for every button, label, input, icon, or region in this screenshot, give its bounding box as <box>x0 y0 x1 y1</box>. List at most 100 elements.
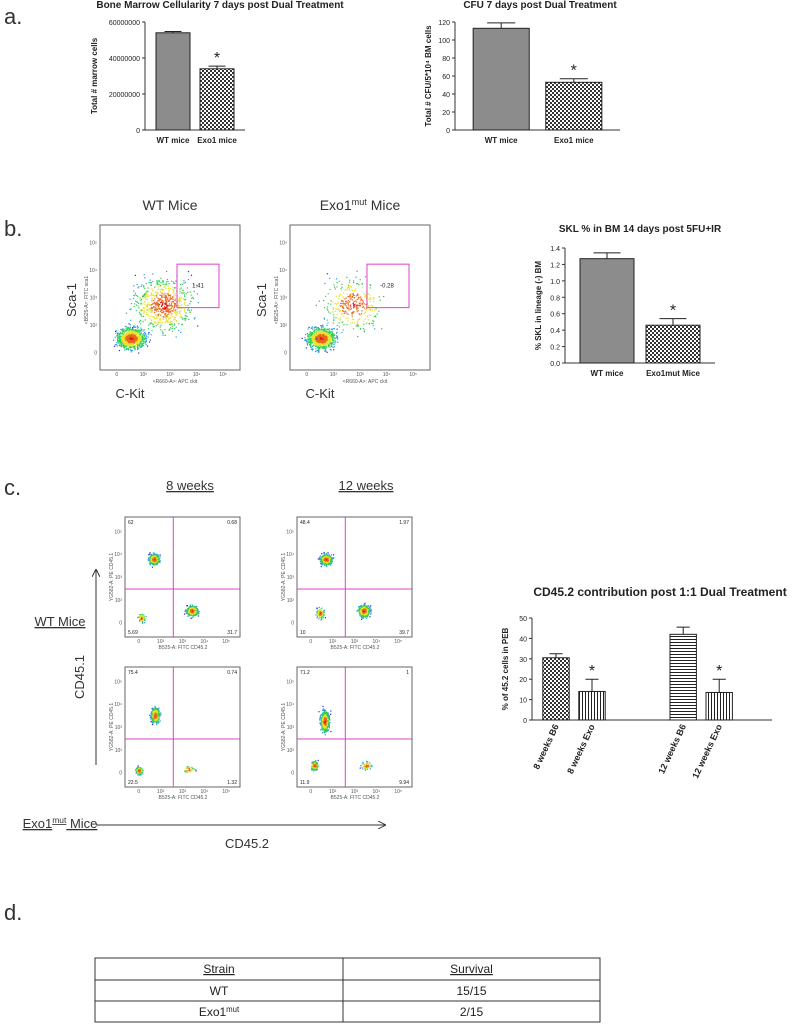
event-dot <box>140 332 142 334</box>
event-dot <box>167 294 169 296</box>
event-dot <box>337 302 339 305</box>
event-dot <box>333 554 335 556</box>
event-dot <box>170 323 172 325</box>
event-dot <box>171 316 173 318</box>
event-dot <box>145 344 147 346</box>
event-dot <box>173 328 176 330</box>
event-dot <box>367 615 369 617</box>
event-dot <box>133 330 135 333</box>
event-dot <box>364 608 366 610</box>
event-dot <box>164 293 166 295</box>
event-dot <box>338 298 340 300</box>
event-dot <box>129 324 131 326</box>
event-dot <box>318 349 320 352</box>
y-tick-label: 10⁴ <box>279 268 287 274</box>
event-dot <box>192 607 194 610</box>
event-dot <box>150 304 152 306</box>
event-dot <box>363 320 365 322</box>
event-dot <box>162 311 164 313</box>
event-dot <box>359 615 361 617</box>
event-dot <box>121 340 123 342</box>
event-dot <box>357 307 359 309</box>
event-dot <box>118 334 120 336</box>
chart-title: SKL % in BM 14 days post 5FU+IR <box>559 224 722 235</box>
event-dot <box>313 327 315 329</box>
event-dot <box>135 342 137 344</box>
event-dot <box>330 557 333 559</box>
event-dot <box>319 331 321 333</box>
event-dot <box>137 338 140 340</box>
event-dot <box>347 287 349 289</box>
event-dot <box>131 340 133 343</box>
event-dot <box>152 316 154 318</box>
event-dot <box>327 552 329 554</box>
event-dot <box>369 608 371 610</box>
event-dot <box>330 339 332 341</box>
event-dot <box>153 303 155 305</box>
event-dot <box>330 560 332 562</box>
event-dot <box>151 294 154 296</box>
panel-label: b. <box>4 216 22 241</box>
event-dot <box>326 328 328 330</box>
event-dot <box>183 292 185 294</box>
event-dot <box>381 328 383 330</box>
event-dot <box>321 339 323 341</box>
y-tick-label: 10⁴ <box>114 552 122 558</box>
event-dot <box>168 294 171 297</box>
event-dot <box>305 339 307 342</box>
event-dot <box>370 296 372 299</box>
event-dot <box>363 292 365 295</box>
event-dot <box>131 346 133 349</box>
event-dot <box>142 321 144 323</box>
event-dot <box>314 340 317 342</box>
event-dot <box>146 309 148 311</box>
event-dot <box>129 344 131 346</box>
event-dot <box>363 331 365 333</box>
event-dot <box>127 348 130 350</box>
event-dot <box>163 287 165 289</box>
event-dot <box>178 306 180 308</box>
y-tick-label: 20 <box>519 677 527 684</box>
event-dot <box>357 296 360 298</box>
event-dot <box>327 346 329 348</box>
event-dot <box>154 298 156 300</box>
event-dot <box>128 323 130 325</box>
event-dot <box>136 326 138 328</box>
event-dot <box>133 338 135 341</box>
event-dot <box>365 616 367 618</box>
event-dot <box>321 558 323 561</box>
event-dot <box>375 308 377 310</box>
event-dot <box>142 337 144 339</box>
event-dot <box>173 281 175 283</box>
x-tick-label: Exo1 mice <box>554 136 594 145</box>
gate <box>176 263 220 309</box>
event-dot <box>324 556 326 558</box>
x-tick-label: 8 weeks Exo <box>565 722 597 775</box>
event-dot <box>323 561 325 564</box>
event-dot <box>310 344 312 346</box>
event-dot <box>197 325 199 327</box>
event-dot <box>370 314 372 316</box>
event-dot <box>150 554 152 556</box>
event-dot <box>347 303 349 305</box>
event-dot <box>340 304 342 307</box>
event-dot <box>165 315 167 317</box>
event-dot <box>119 337 121 339</box>
event-dot <box>333 346 335 348</box>
event-dot <box>157 314 159 316</box>
event-dot <box>357 305 359 307</box>
event-dot <box>322 556 325 559</box>
event-dot <box>190 607 192 609</box>
event-dot <box>319 337 321 339</box>
event-dot <box>168 290 170 292</box>
event-dot <box>130 329 133 331</box>
event-dot <box>164 298 167 300</box>
event-dot <box>319 339 321 341</box>
event-dot <box>320 339 322 342</box>
bar <box>199 68 235 131</box>
event-dot <box>160 322 162 324</box>
event-dot <box>361 615 363 618</box>
event-dot <box>135 310 137 312</box>
event-dot <box>168 300 170 302</box>
y-tick-label: 0 <box>136 128 140 135</box>
